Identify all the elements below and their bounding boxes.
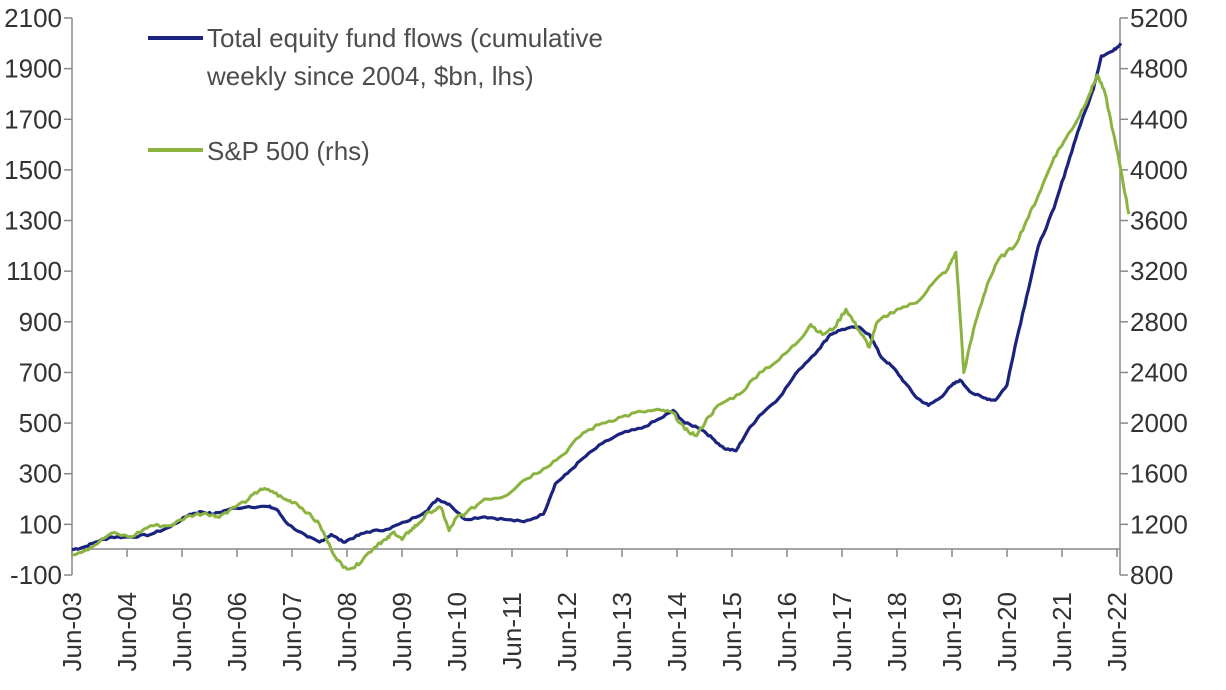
- legend: Total equity fund flows (cumulative week…: [148, 23, 610, 166]
- x-tick-label: Jun-04: [112, 592, 142, 672]
- left-tick-label: 900: [19, 307, 62, 337]
- x-tick-label: Jun-11: [497, 592, 527, 670]
- x-tick-label: Jun-22: [1102, 592, 1132, 672]
- left-tick-label: 500: [19, 408, 62, 438]
- right-tick-label: 1600: [1130, 459, 1188, 489]
- x-tick-label: Jun-14: [662, 592, 692, 672]
- x-tick-label: Jun-16: [772, 592, 802, 672]
- left-tick-label: 700: [19, 357, 62, 387]
- left-axis-ticks: -100 100 300 500 700 900 1100 1300 1500 1700 1900 2…: [4, 3, 72, 590]
- x-tick-label: Jun-03: [57, 592, 87, 672]
- left-tick-label: 1300: [4, 206, 62, 236]
- x-axis-ticks: Jun-03 Jun-04 Jun-05 Jun-06 Jun-07 Jun-08 Jun-…: [57, 549, 1132, 672]
- x-tick-label: Jun-17: [827, 592, 857, 672]
- series-layer: [71, 42, 1131, 571]
- right-tick-label: 4400: [1130, 104, 1188, 134]
- x-tick-label: Jun-15: [717, 592, 747, 672]
- x-tick-label: Jun-19: [937, 592, 967, 672]
- x-tick-label: Jun-18: [882, 592, 912, 672]
- x-tick-label: Jun-08: [332, 592, 362, 672]
- right-tick-label: 2000: [1130, 408, 1188, 438]
- left-tick-label: 300: [19, 459, 62, 489]
- legend-label-fund-flows: Total equity fund flows (cumulative week…: [206, 23, 610, 91]
- x-tick-label: Jun-13: [607, 592, 637, 672]
- right-tick-label: 2800: [1130, 307, 1188, 337]
- right-tick-label: 5200: [1130, 3, 1188, 33]
- x-tick-label: Jun-05: [167, 592, 197, 672]
- plot-frame: [71, 18, 1121, 575]
- right-axis-ticks: 800 1200 1600 2000 2400 2800 3200 3600 4000 4400 4…: [1120, 3, 1188, 590]
- right-tick-label: 3200: [1130, 256, 1188, 286]
- x-tick-label: Jun-12: [552, 592, 582, 672]
- x-tick-label: Jun-06: [222, 592, 252, 672]
- right-tick-label: 2400: [1130, 357, 1188, 387]
- left-tick-label: 100: [19, 509, 62, 539]
- x-tick-label: Jun-21: [1047, 592, 1077, 672]
- x-tick-label: Jun-09: [387, 592, 417, 672]
- right-tick-label: 4800: [1130, 54, 1188, 84]
- series-line-0: [71, 42, 1123, 552]
- left-tick-label: 1500: [4, 155, 62, 185]
- x-tick-label: Jun-07: [277, 592, 307, 672]
- left-tick-label: 2100: [4, 3, 62, 33]
- legend-label-sp500: S&P 500 (rhs): [207, 136, 370, 166]
- series-line-1: [72, 73, 1131, 571]
- right-tick-label: 3600: [1130, 206, 1188, 236]
- right-tick-label: 4000: [1130, 155, 1188, 185]
- right-tick-label: 1200: [1130, 509, 1188, 539]
- left-tick-label: 1100: [6, 256, 62, 286]
- x-tick-label: Jun-10: [442, 592, 472, 672]
- x-tick-label: Jun-20: [992, 592, 1022, 672]
- left-tick-label: 1900: [4, 54, 62, 84]
- left-tick-label: 1700: [4, 104, 62, 134]
- right-tick-label: 800: [1130, 560, 1173, 590]
- left-tick-label: -100: [10, 560, 62, 590]
